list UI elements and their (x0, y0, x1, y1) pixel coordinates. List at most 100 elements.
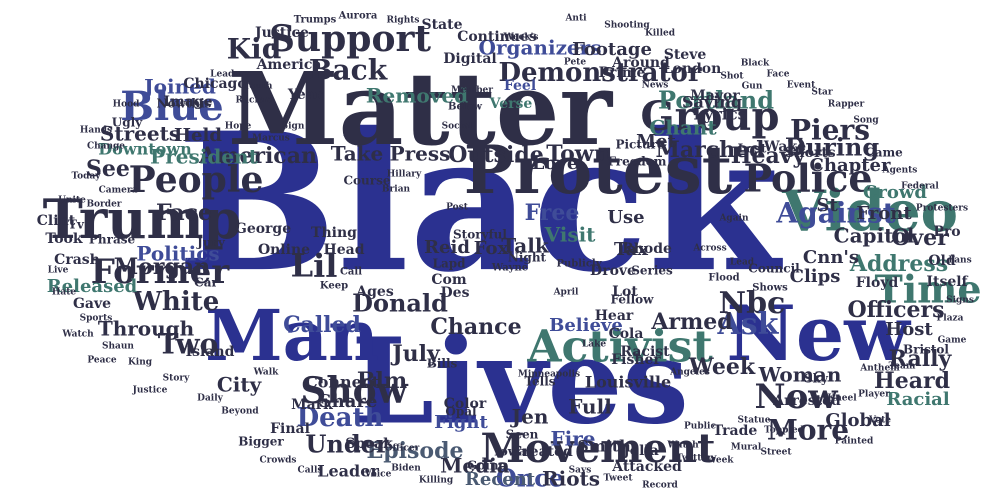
cloud-word: Week (688, 354, 756, 380)
cloud-word: Lost (738, 142, 767, 156)
cloud-word: Continues (457, 29, 537, 45)
cloud-word: Former (91, 252, 230, 292)
cloud-word: Gave (73, 296, 111, 312)
cloud-word: Council (748, 262, 800, 276)
cloud-word: Bristol (903, 343, 949, 357)
cloud-word: Love (532, 153, 579, 174)
cloud-word: Seen (506, 428, 539, 442)
cloud-word: George (235, 221, 291, 237)
cloud-word: Lapd (433, 257, 467, 271)
cloud-word: Chapter (810, 155, 891, 176)
cloud-word: Publicly (556, 259, 602, 270)
cloud-word: Removed (366, 84, 468, 108)
cloud-word: Racist (620, 344, 670, 360)
cloud-word: Chant (649, 116, 717, 140)
cloud-word: Ask (717, 307, 780, 342)
cloud-word: Week's (503, 33, 539, 43)
cloud-word: Verse (489, 96, 533, 112)
cloud-word: Arrested (772, 393, 841, 409)
cloud-word: Today (71, 172, 101, 182)
cloud-word: Watch (666, 441, 699, 451)
cloud-word: Full (568, 395, 612, 419)
cloud-word: Mayor (690, 88, 740, 104)
cloud-word: Death (297, 403, 384, 433)
cloud-word: Says (569, 466, 592, 476)
cloud-word: Streets (100, 122, 180, 146)
cloud-word: Believe (549, 315, 623, 336)
cloud-word: Support (269, 18, 431, 60)
cloud-word: Twitter (676, 454, 712, 464)
cloud-word: Connect (305, 373, 380, 392)
cloud-word: America (256, 57, 322, 73)
cloud-word: Leaders (210, 70, 250, 80)
cloud-word: Politics (136, 242, 219, 266)
cloud-word: Below (448, 102, 482, 113)
cloud-word: Fight (434, 412, 488, 433)
cloud-word: New (726, 289, 911, 378)
cloud-word: Post (446, 203, 469, 213)
cloud-word: Shows (752, 283, 788, 294)
cloud-word: Face (156, 200, 212, 226)
cloud-word: Rapper (828, 100, 865, 110)
cloud-word: Black (741, 59, 770, 69)
cloud-word: Came (865, 146, 903, 160)
cloud-word: Social (442, 122, 473, 132)
cloud-word: Com (431, 272, 466, 288)
cloud-word: Released (47, 276, 138, 297)
cloud-word: Fox (474, 238, 509, 259)
cloud-word: Saying (682, 93, 742, 112)
cloud-word: Face (767, 70, 790, 80)
cloud-word: Watch (61, 330, 94, 340)
cloud-word: London (663, 61, 722, 77)
cloud-word: Drove (590, 263, 636, 279)
cloud-word: Sky (804, 372, 829, 386)
cloud-word: Island (186, 344, 235, 360)
cloud-word: Bills (427, 357, 458, 371)
cloud-word: Agents (882, 166, 918, 176)
cloud-word: Anthem (859, 364, 900, 374)
cloud-word: Team (889, 362, 916, 372)
cloud-word: More (767, 414, 849, 447)
cloud-word: Cnn's (803, 247, 859, 268)
cloud-word: April (553, 288, 579, 298)
cloud-word: Heard (874, 368, 950, 394)
cloud-word: Painted (835, 437, 874, 447)
cloud-word: July (390, 341, 441, 367)
cloud-word: Cola (609, 326, 644, 342)
cloud-word: Thing (311, 225, 357, 241)
cloud-word: Federal (901, 182, 939, 192)
cloud-word: Nowthis (157, 97, 212, 111)
cloud-word: Game (938, 336, 967, 346)
cloud-word: Anti (564, 14, 587, 24)
cloud-word: Hate (52, 288, 76, 298)
cloud-word: Floyd (856, 275, 899, 291)
cloud-word: Opal (445, 405, 477, 419)
cloud-word: Share (319, 391, 378, 412)
cloud-word: Around (611, 55, 670, 71)
cloud-word: Talk (501, 234, 550, 258)
cloud-word: Series (631, 264, 673, 278)
cloud-word: Outside (448, 142, 543, 168)
cloud-word: Black (176, 91, 783, 314)
cloud-word: Under (305, 430, 388, 459)
cloud-word: Walk (253, 368, 280, 378)
cloud-word: Song (853, 116, 879, 126)
cloud-word: Color (444, 396, 487, 412)
cloud-word: Hood (113, 100, 141, 110)
cloud-word: Steve (664, 47, 707, 63)
cloud-word: State (421, 17, 462, 33)
cloud-word: Host (885, 319, 933, 340)
cloud-word: Lives (351, 312, 689, 451)
cloud-word: During (785, 133, 879, 162)
cloud-word: Heavy (731, 143, 807, 169)
cloud-word: Take (331, 142, 384, 166)
cloud-word: Flood (708, 273, 739, 284)
cloud-word: Shot (720, 72, 744, 82)
cloud-word: Shooting (604, 21, 650, 31)
cloud-word: Over (891, 225, 949, 251)
cloud-word: Lyrics (693, 105, 746, 124)
cloud-word: Fellow (611, 293, 655, 307)
cloud-word: Address (849, 251, 948, 277)
cloud-word: Blue (120, 83, 224, 130)
cloud-word: Lake (582, 340, 606, 350)
